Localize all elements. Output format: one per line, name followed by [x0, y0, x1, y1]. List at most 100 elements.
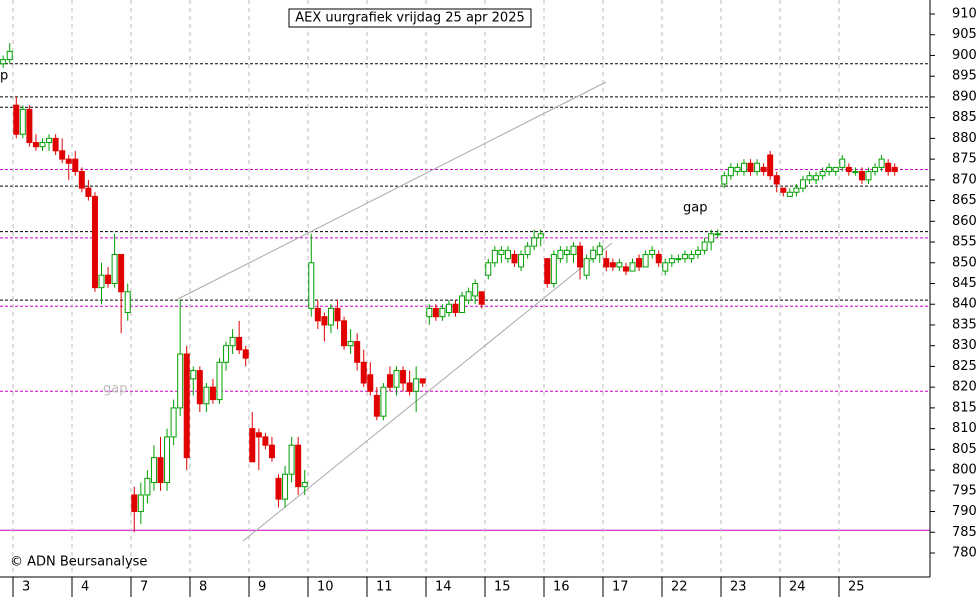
candle-body — [852, 171, 859, 174]
candle-body — [321, 316, 328, 326]
candle-body — [367, 374, 374, 392]
candle-body — [308, 262, 315, 309]
candle-body — [137, 494, 144, 513]
candle-body — [314, 307, 321, 322]
y-tick-label: 825 — [952, 359, 977, 374]
candle-body — [544, 258, 551, 284]
candle-body — [531, 237, 538, 247]
candle-body — [242, 349, 249, 359]
y-tick-label: 890 — [952, 89, 977, 104]
candle-body — [288, 444, 295, 475]
candle-body — [419, 378, 426, 384]
candle-body — [655, 253, 662, 264]
candle-body — [754, 162, 761, 173]
candle-body — [91, 195, 98, 289]
candle-body — [373, 394, 380, 417]
y-tick-label: 855 — [952, 235, 977, 250]
x-tick-label: 17 — [612, 580, 629, 595]
candle-body — [39, 142, 46, 148]
candle-body — [393, 370, 400, 388]
candle-body — [701, 241, 708, 251]
candle-body — [347, 341, 354, 347]
y-tick-label: 850 — [952, 255, 977, 270]
candle-body — [52, 137, 59, 152]
candle-body — [334, 307, 341, 322]
candle-body — [885, 162, 892, 173]
candle-body — [747, 162, 754, 173]
candle-body — [6, 50, 13, 61]
y-tick-label: 805 — [952, 442, 977, 457]
candle-body — [504, 249, 511, 260]
candle-body — [498, 249, 505, 255]
candle-body — [583, 258, 590, 276]
candle-body — [295, 444, 302, 488]
candles — [0, 43, 898, 533]
y-tick-label: 900 — [952, 48, 977, 63]
candle-body — [400, 370, 407, 384]
x-tick-label: 8 — [199, 580, 207, 595]
candle-body — [72, 158, 79, 173]
x-tick-label: 9 — [258, 580, 266, 595]
candle-body — [216, 361, 223, 401]
candle-body — [432, 307, 439, 318]
y-tick-label: 840 — [952, 297, 977, 312]
candle-body — [662, 262, 669, 272]
x-tick-label: 23 — [730, 580, 747, 595]
candle-body — [550, 253, 557, 285]
y-tick-label: 830 — [952, 338, 977, 353]
candle-body — [629, 262, 636, 272]
candle-body — [714, 233, 721, 236]
candle-body — [439, 307, 446, 318]
candle-body — [262, 436, 269, 446]
candle-body — [799, 179, 806, 189]
candle-body — [681, 253, 688, 260]
annotation: gap — [683, 201, 707, 216]
candle-body — [760, 166, 767, 173]
y-tick-label: 810 — [952, 421, 977, 436]
annotation: gap — [103, 382, 127, 397]
candle-body — [675, 258, 682, 261]
candle-body — [826, 166, 833, 173]
candle-body — [183, 353, 190, 459]
x-tick-label: 7 — [140, 580, 148, 595]
candle-body — [203, 386, 210, 405]
x-tick-label: 22 — [671, 580, 688, 595]
candle-body — [13, 104, 20, 135]
candle-body — [445, 303, 452, 314]
candle-body — [170, 407, 177, 438]
candle-body — [721, 175, 728, 185]
candle-body — [124, 291, 131, 314]
y-tick-label: 780 — [952, 546, 977, 561]
candle-body — [65, 158, 72, 164]
candle-body — [386, 374, 393, 388]
candle-body — [858, 171, 865, 181]
candle-body — [878, 158, 885, 168]
grid: 7807857907958008058108158208258308358408… — [0, 0, 977, 597]
candle-body — [177, 353, 184, 409]
copyright: © ADN Beursanalyse — [10, 555, 147, 570]
candle-body — [695, 249, 702, 255]
candle-body — [537, 233, 544, 239]
x-tick-label: 10 — [317, 580, 334, 595]
x-tick-label: 16 — [553, 580, 570, 595]
candle-body — [557, 249, 564, 260]
candle-body — [223, 345, 230, 363]
candle-body — [111, 253, 118, 285]
candle-body — [590, 249, 597, 260]
title-box — [288, 8, 532, 28]
x-tick-label: 11 — [376, 580, 393, 595]
candle-body — [196, 370, 203, 405]
candle-body — [301, 482, 308, 488]
candle-body — [734, 166, 741, 173]
candle-body — [452, 303, 459, 314]
candle-body — [773, 175, 780, 185]
candle-body — [118, 253, 125, 293]
y-tick-label: 835 — [952, 317, 977, 332]
y-tick-label: 880 — [952, 131, 977, 146]
y-tick-label: 895 — [952, 69, 977, 84]
candle-body — [491, 249, 498, 264]
candle-body — [839, 158, 846, 168]
annotation: p — [0, 69, 8, 84]
x-tick-label: 25 — [848, 580, 865, 595]
candle-body — [636, 258, 643, 268]
